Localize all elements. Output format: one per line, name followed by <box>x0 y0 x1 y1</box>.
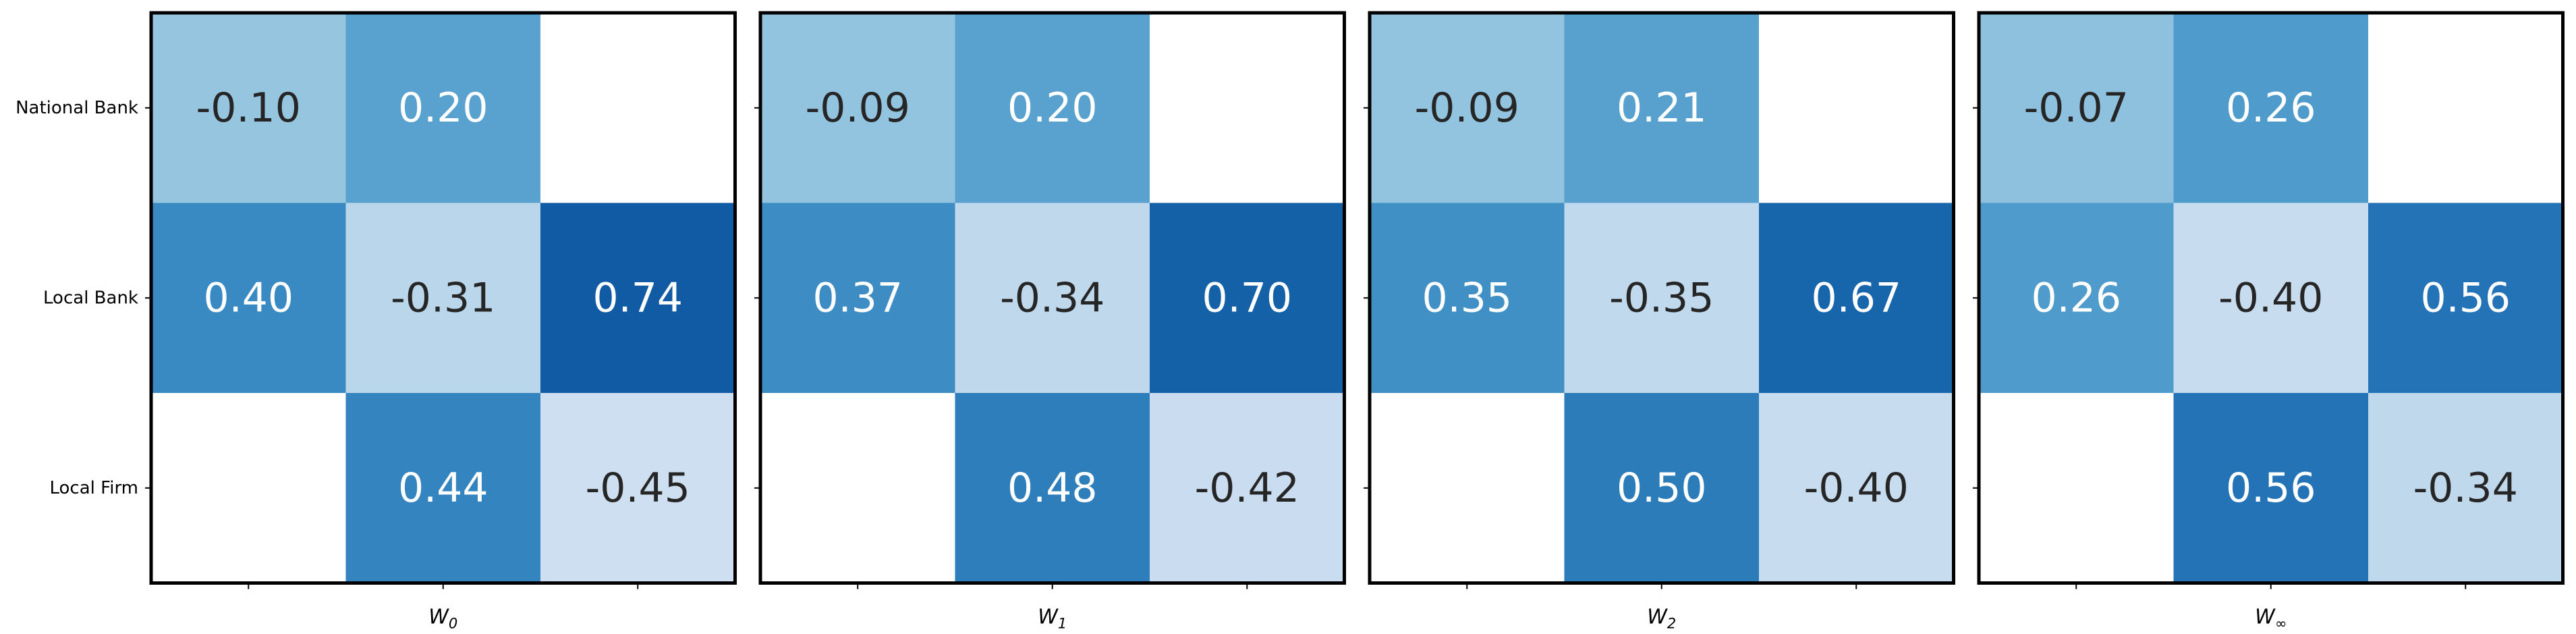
heatmap-cell <box>2173 393 2369 584</box>
heatmap-cell-label: -0.09 <box>1415 84 1519 132</box>
heatmap-cell <box>1979 203 2175 394</box>
heatmap-cell <box>955 203 1150 394</box>
heatmap-cell-label: -0.10 <box>196 84 301 132</box>
heatmap-cell-empty <box>1370 393 1565 583</box>
heatmap-cell <box>2368 203 2564 394</box>
heatmap-cell-label: 0.37 <box>812 274 903 321</box>
heatmap-cell <box>540 203 736 394</box>
heatmap-cell-empty <box>151 393 346 583</box>
heatmap-cell-label: 0.20 <box>398 84 488 132</box>
heatmap-cell <box>2173 13 2369 204</box>
heatmap-cell-label: 0.74 <box>592 274 683 321</box>
heatmap-cell <box>955 393 1150 584</box>
heatmap-cell <box>1370 13 1565 204</box>
y-tick-label: National Bank <box>16 98 138 118</box>
heatmap-cell-empty <box>2368 13 2563 203</box>
heatmap-cell <box>760 203 956 394</box>
heatmap-cell <box>1150 203 1345 394</box>
y-tick-label: Local Bank <box>43 288 138 308</box>
heatmap-cell-label: -0.40 <box>1804 465 1909 512</box>
x-axis-label: W0 <box>428 606 457 632</box>
heatmap-cell-empty <box>540 13 735 203</box>
heatmap-cell-label: 0.50 <box>1617 465 1707 512</box>
x-axis-label: W1 <box>1038 606 1067 632</box>
heatmap-cell <box>1564 393 1760 584</box>
heatmap-cell-label: 0.20 <box>1007 84 1098 132</box>
heatmap-cell <box>345 203 541 394</box>
heatmap-cell-label: 0.56 <box>2420 274 2511 321</box>
heatmap-cell <box>1370 203 1565 394</box>
heatmap-cell <box>1564 13 1760 204</box>
heatmap-cell-label: 0.26 <box>2031 274 2121 321</box>
y-tick-label: Local Firm <box>50 478 139 498</box>
heatmap-cell-empty <box>1979 393 2174 583</box>
heatmap-cell <box>2368 393 2564 584</box>
heatmap-cell-label: -0.40 <box>2218 274 2323 321</box>
heatmap-cell <box>2173 203 2369 394</box>
heatmap-cell-label: -0.35 <box>1609 274 1714 321</box>
heatmap-cell-empty <box>1150 13 1345 203</box>
heatmap-cell-label: -0.34 <box>1000 274 1104 321</box>
heatmap-cell-label: -0.07 <box>2024 84 2129 132</box>
heatmap-cell <box>345 393 541 584</box>
heatmap-cell <box>1759 393 1955 584</box>
heatmap-cell-empty <box>760 393 955 583</box>
heatmap-cell-label: 0.48 <box>1007 465 1098 512</box>
heatmap-cell <box>345 13 541 204</box>
heatmap-cell-label: 0.67 <box>1811 274 1901 321</box>
x-axis-label: W∞ <box>2255 606 2287 632</box>
heatmap-cell <box>151 13 347 204</box>
heatmap-cell <box>1979 13 2175 204</box>
heatmap-cell <box>1759 203 1955 394</box>
heatmap-cell <box>760 13 956 204</box>
heatmap-cell-label: -0.42 <box>1195 465 1299 512</box>
heatmap-cell-label: 0.56 <box>2226 465 2316 512</box>
heatmap-cell-label: -0.45 <box>586 465 690 512</box>
heatmap-cell <box>1150 393 1345 584</box>
heatmap-cell <box>1564 203 1760 394</box>
heatmap-cell-empty <box>1759 13 1954 203</box>
heatmap-cell-label: -0.34 <box>2413 465 2518 512</box>
x-axis-label: W2 <box>1647 606 1676 632</box>
heatmap-cell <box>955 13 1150 204</box>
heatmap-cell <box>151 203 347 394</box>
heatmap-cell-label: -0.31 <box>391 274 495 321</box>
heatmap-cell-label: -0.09 <box>806 84 910 132</box>
heatmap-cell-label: 0.35 <box>1422 274 1512 321</box>
heatmap-cell-label: 0.44 <box>398 465 488 512</box>
heatmap-cell-label: 0.21 <box>1617 84 1707 132</box>
heatmap-cell-label: 0.26 <box>2226 84 2316 132</box>
heatmap-cell-label: 0.70 <box>1202 274 1292 321</box>
heatmap-cell <box>540 393 736 584</box>
heatmap-cell-label: 0.40 <box>203 274 293 321</box>
